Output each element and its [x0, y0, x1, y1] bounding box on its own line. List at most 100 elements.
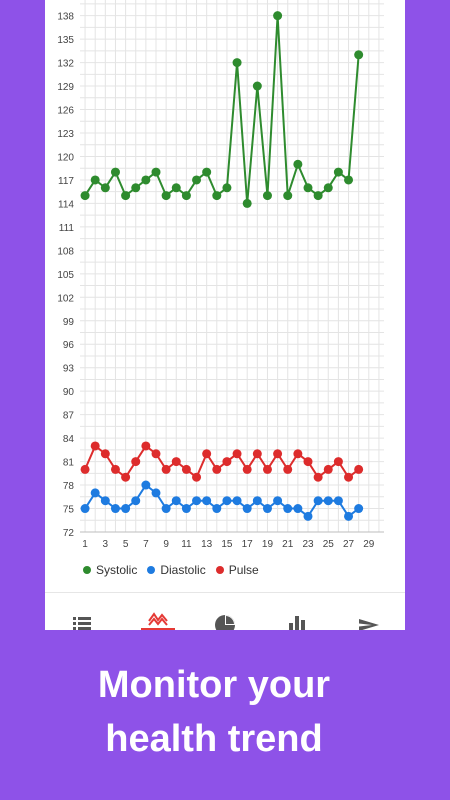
systolic-data-point[interactable] — [354, 50, 364, 60]
x-tick-label: 17 — [242, 539, 254, 550]
diastolic-data-point[interactable] — [192, 496, 202, 506]
pulse-data-point[interactable] — [283, 464, 293, 474]
pulse-data-point[interactable] — [323, 464, 333, 474]
systolic-data-point[interactable] — [273, 11, 283, 21]
diastolic-data-point[interactable] — [131, 496, 141, 506]
diastolic-data-point[interactable] — [222, 496, 232, 506]
diastolic-data-point[interactable] — [333, 496, 343, 506]
x-tick-label: 15 — [221, 539, 233, 550]
systolic-data-point[interactable] — [242, 198, 252, 208]
pulse-data-point[interactable] — [252, 449, 262, 459]
diastolic-data-point[interactable] — [344, 511, 354, 521]
diastolic-data-point[interactable] — [121, 504, 131, 514]
systolic-data-point[interactable] — [100, 183, 110, 193]
systolic-data-point[interactable] — [192, 175, 202, 185]
systolic-data-point[interactable] — [141, 175, 151, 185]
systolic-data-point[interactable] — [131, 183, 141, 193]
pulse-data-point[interactable] — [110, 464, 120, 474]
diastolic-data-point[interactable] — [151, 488, 161, 498]
systolic-data-point[interactable] — [121, 191, 131, 201]
pulse-data-point[interactable] — [151, 449, 161, 459]
diastolic-data-point[interactable] — [202, 496, 212, 506]
diastolic-data-point[interactable] — [303, 511, 313, 521]
nav-tab-trend[interactable] — [141, 611, 175, 630]
systolic-data-point[interactable] — [110, 167, 120, 177]
systolic-data-point[interactable] — [232, 58, 242, 68]
pulse-data-point[interactable] — [131, 457, 141, 467]
diastolic-data-point[interactable] — [273, 496, 283, 506]
pulse-data-point[interactable] — [303, 457, 313, 467]
pulse-data-point[interactable] — [202, 449, 212, 459]
systolic-data-point[interactable] — [323, 183, 333, 193]
nav-tab-records[interactable] — [71, 611, 95, 630]
systolic-data-point[interactable] — [151, 167, 161, 177]
pulse-data-point[interactable] — [344, 472, 354, 482]
systolic-data-point[interactable] — [313, 191, 323, 201]
systolic-data-point[interactable] — [171, 183, 181, 193]
pulse-data-point[interactable] — [313, 472, 323, 482]
pulse-data-point[interactable] — [293, 449, 303, 459]
diastolic-data-point[interactable] — [283, 504, 293, 514]
diastolic-data-point[interactable] — [242, 504, 252, 514]
systolic-data-point[interactable] — [283, 191, 293, 201]
legend-item-systolic[interactable]: Systolic — [83, 563, 137, 577]
promo-headline: Monitor your health trend — [0, 658, 428, 766]
systolic-data-point[interactable] — [333, 167, 343, 177]
pulse-data-point[interactable] — [181, 464, 191, 474]
systolic-data-point[interactable] — [212, 191, 222, 201]
systolic-data-point[interactable] — [252, 81, 262, 91]
y-tick-label: 72 — [63, 528, 75, 539]
pulse-data-point[interactable] — [354, 464, 364, 474]
nav-tab-charts[interactable] — [285, 611, 309, 630]
diastolic-data-point[interactable] — [313, 496, 323, 506]
systolic-data-point[interactable] — [222, 183, 232, 193]
systolic-data-point[interactable] — [90, 175, 100, 185]
pulse-data-point[interactable] — [273, 449, 283, 459]
y-tick-label: 99 — [63, 317, 75, 328]
nav-tab-statistics[interactable] — [213, 611, 237, 630]
diastolic-data-point[interactable] — [232, 496, 242, 506]
pulse-data-point[interactable] — [242, 464, 252, 474]
systolic-data-point[interactable] — [181, 191, 191, 201]
pulse-data-point[interactable] — [171, 457, 181, 467]
pulse-data-point[interactable] — [333, 457, 343, 467]
systolic-data-point[interactable] — [262, 191, 272, 201]
systolic-data-point[interactable] — [202, 167, 212, 177]
systolic-data-point[interactable] — [80, 191, 90, 201]
pulse-data-point[interactable] — [212, 464, 222, 474]
diastolic-data-point[interactable] — [141, 480, 151, 490]
pulse-data-point[interactable] — [90, 441, 100, 451]
diastolic-data-point[interactable] — [110, 504, 120, 514]
diastolic-data-point[interactable] — [100, 496, 110, 506]
diastolic-data-point[interactable] — [80, 504, 90, 514]
systolic-data-point[interactable] — [161, 191, 171, 201]
legend-label-systolic: Systolic — [96, 563, 138, 577]
diastolic-data-point[interactable] — [171, 496, 181, 506]
systolic-data-point[interactable] — [293, 159, 303, 169]
pulse-data-point[interactable] — [232, 449, 242, 459]
diastolic-data-point[interactable] — [181, 504, 191, 514]
pulse-data-point[interactable] — [80, 464, 90, 474]
pulse-data-point[interactable] — [192, 472, 202, 482]
pulse-data-point[interactable] — [141, 441, 151, 451]
pulse-data-point[interactable] — [100, 449, 110, 459]
diastolic-data-point[interactable] — [262, 504, 272, 514]
pulse-data-point[interactable] — [222, 457, 232, 467]
pulse-data-point[interactable] — [161, 464, 171, 474]
systolic-data-point[interactable] — [303, 183, 313, 193]
diastolic-data-point[interactable] — [90, 488, 100, 498]
legend-item-diastolic[interactable]: Diastolic — [147, 563, 206, 577]
pulse-data-point[interactable] — [262, 464, 272, 474]
pulse-data-point[interactable] — [121, 472, 131, 482]
legend-item-pulse[interactable]: Pulse — [215, 563, 259, 577]
diastolic-data-point[interactable] — [354, 504, 364, 514]
diastolic-data-point[interactable] — [293, 504, 303, 514]
diastolic-data-point[interactable] — [161, 504, 171, 514]
y-axis-ticks: 72 75 78 81 84 87 90 93 96 99 102 105 108 111 114 117 12… — [57, 12, 74, 539]
diastolic-data-point[interactable] — [252, 496, 262, 506]
diastolic-data-point[interactable] — [212, 504, 222, 514]
systolic-data-point[interactable] — [344, 175, 354, 185]
y-tick-label: 114 — [58, 199, 74, 210]
nav-tab-share[interactable] — [357, 611, 381, 630]
diastolic-data-point[interactable] — [323, 496, 333, 506]
